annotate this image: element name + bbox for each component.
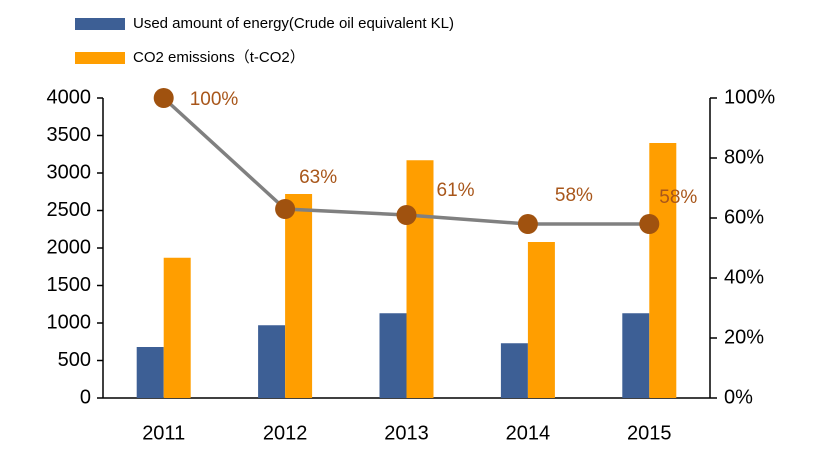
- data-label: 100%: [190, 89, 239, 110]
- marker: [396, 205, 417, 225]
- data-label: 58%: [555, 185, 593, 206]
- y2-tick-label: 0%: [724, 386, 753, 408]
- y-tick-label: 4000: [47, 86, 92, 108]
- bar: [500, 343, 528, 398]
- data-label: 61%: [437, 180, 475, 201]
- x-tick-label: 2013: [384, 422, 429, 444]
- y-tick-label: 500: [58, 349, 91, 371]
- legend-label: Used amount of energy(Crude oil equivale…: [133, 15, 454, 32]
- y-tick-label: 3500: [47, 124, 92, 146]
- x-tick-label: 2012: [263, 422, 308, 444]
- y2-tick-label: 20%: [724, 326, 764, 348]
- data-label: 63%: [299, 167, 337, 188]
- x-tick-label: 2011: [142, 422, 185, 444]
- y2-tick-label: 100%: [724, 86, 775, 108]
- x-tick-label: 2015: [627, 422, 672, 444]
- legend-swatch: [75, 52, 125, 64]
- y-tick-label: 2500: [47, 199, 92, 221]
- y2-tick-label: 60%: [724, 206, 764, 228]
- data-label: 58%: [659, 187, 697, 208]
- marker: [517, 214, 538, 234]
- legend-label: CO2 emissions（t-CO2）: [133, 49, 305, 66]
- y-tick-label: 0: [80, 386, 91, 408]
- y-tick-label: 2000: [47, 236, 92, 258]
- marker: [153, 88, 174, 108]
- bar: [527, 242, 555, 398]
- bar: [136, 347, 164, 398]
- bar: [406, 160, 434, 398]
- y2-tick-label: 40%: [724, 266, 764, 288]
- bar: [622, 313, 650, 398]
- bar: [379, 313, 407, 398]
- y-tick-label: 3000: [47, 161, 92, 183]
- y-tick-label: 1500: [47, 274, 92, 296]
- bar: [649, 143, 677, 398]
- bar: [258, 325, 286, 398]
- y-tick-label: 1000: [47, 311, 92, 333]
- x-tick-label: 2014: [506, 422, 551, 444]
- bar: [285, 194, 313, 398]
- marker: [639, 214, 660, 234]
- legend-swatch: [75, 18, 125, 30]
- bar: [163, 257, 191, 398]
- marker: [275, 199, 296, 219]
- y2-tick-label: 80%: [724, 146, 764, 168]
